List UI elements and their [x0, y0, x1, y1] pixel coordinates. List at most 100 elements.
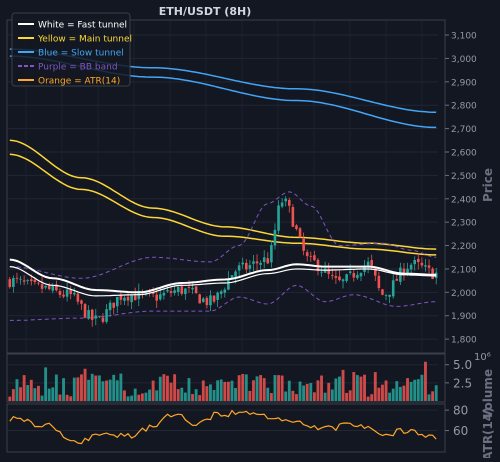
candle-body [37, 282, 40, 284]
legend: White = Fast tunnel Yellow = Main tunnel B… [11, 12, 132, 87]
candle-body [237, 265, 241, 271]
candle-body [223, 289, 227, 293]
price-tick-label: 2,200 [451, 242, 477, 252]
volume-bar [320, 375, 323, 401]
volume-bar [420, 374, 424, 401]
volume-bar [266, 387, 270, 401]
main-tunnel-upper-line [9, 139, 437, 250]
candle-body [273, 229, 277, 246]
volume-gridlines [8, 364, 438, 384]
candle-body [234, 271, 237, 277]
candle-body [19, 278, 22, 280]
candle-body [33, 279, 37, 283]
candle-body [252, 261, 255, 264]
candle-body [22, 280, 26, 282]
candle-body [427, 265, 431, 268]
volume-bar [123, 390, 126, 401]
candle-body [356, 274, 359, 279]
price-tick-label: 2,300 [451, 219, 477, 229]
candle-body [402, 268, 406, 276]
volume-bar [302, 385, 306, 401]
volume-bar [219, 379, 223, 401]
candle-body [348, 271, 352, 273]
volume-bar [119, 373, 123, 401]
candle-body [180, 286, 184, 294]
volume-bar [277, 375, 280, 401]
price-tick-label: 2,000 [451, 289, 477, 299]
candle-body [94, 315, 98, 319]
candle-body [434, 272, 438, 278]
candle-body [255, 261, 259, 264]
candle-body [409, 264, 413, 270]
candle-body [166, 290, 169, 292]
volume-bar [244, 374, 248, 401]
atr-gridlines [8, 409, 438, 432]
volume-bar [58, 394, 62, 401]
volume-bar [15, 379, 19, 401]
price-tick-label: 2,900 [451, 78, 477, 88]
volume-bar [370, 394, 374, 401]
volume-bar [309, 383, 313, 401]
candle-body [184, 288, 187, 295]
volume-bar [366, 396, 370, 401]
candle-body [366, 261, 370, 266]
candle-body [69, 289, 72, 295]
volume-bar [62, 378, 65, 401]
candle-body [187, 287, 191, 288]
volume-bar [262, 378, 266, 401]
candle-body [173, 290, 176, 293]
candle-body [377, 275, 381, 289]
candle-body [130, 295, 133, 303]
bb-upper-line [9, 191, 437, 279]
candle-body [40, 284, 44, 289]
candle-body [359, 272, 363, 277]
volume-bar [65, 394, 69, 401]
candle-body [227, 278, 230, 290]
volume-bar [330, 389, 334, 401]
price-axis-label: Price [481, 168, 495, 202]
volume-bar [148, 389, 151, 401]
volume-bar [338, 376, 341, 401]
candle-body [327, 268, 330, 274]
candle-body [112, 302, 115, 308]
volume-bar [187, 378, 191, 401]
candle-body [370, 260, 373, 266]
volume-bar [105, 380, 108, 401]
candle-body [277, 205, 280, 231]
candle-body [216, 292, 219, 300]
candle-body [73, 293, 76, 295]
bb-lower-line [9, 284, 437, 321]
volume-bar [406, 378, 409, 401]
volume-bar [191, 394, 194, 401]
candle-body [259, 262, 262, 265]
candle-body [309, 255, 313, 257]
candle-body [266, 258, 270, 264]
candle-body [219, 291, 223, 294]
volume-bar [37, 385, 40, 401]
volume-bar [255, 376, 259, 401]
candle-body [51, 285, 55, 291]
legend-item-label: Orange = ATR(14) [38, 77, 120, 87]
volume-bar [248, 390, 252, 401]
fast-tunnel-upper-line [9, 258, 437, 294]
candle-body [169, 291, 173, 293]
candle-body [202, 298, 205, 302]
volume-bar [76, 377, 80, 401]
volume-bar [97, 375, 101, 401]
price-gridlines [8, 21, 438, 352]
atr-tick-label: 60 [453, 424, 468, 438]
volume-bar [424, 361, 427, 401]
volume-bar [112, 374, 116, 401]
candle-body [105, 309, 108, 322]
fast-tunnel-lower-line [9, 266, 437, 297]
candle-body [345, 274, 348, 281]
volume-bar [373, 372, 377, 401]
volume-bar [252, 380, 255, 401]
volume-axis-label: Volume [481, 369, 495, 419]
volume-bar [291, 390, 295, 401]
volume-bar [22, 375, 26, 401]
volume-bar [427, 394, 431, 401]
volume-axis-ticks: 2.55.0 [445, 358, 472, 390]
candle-body [381, 289, 384, 295]
